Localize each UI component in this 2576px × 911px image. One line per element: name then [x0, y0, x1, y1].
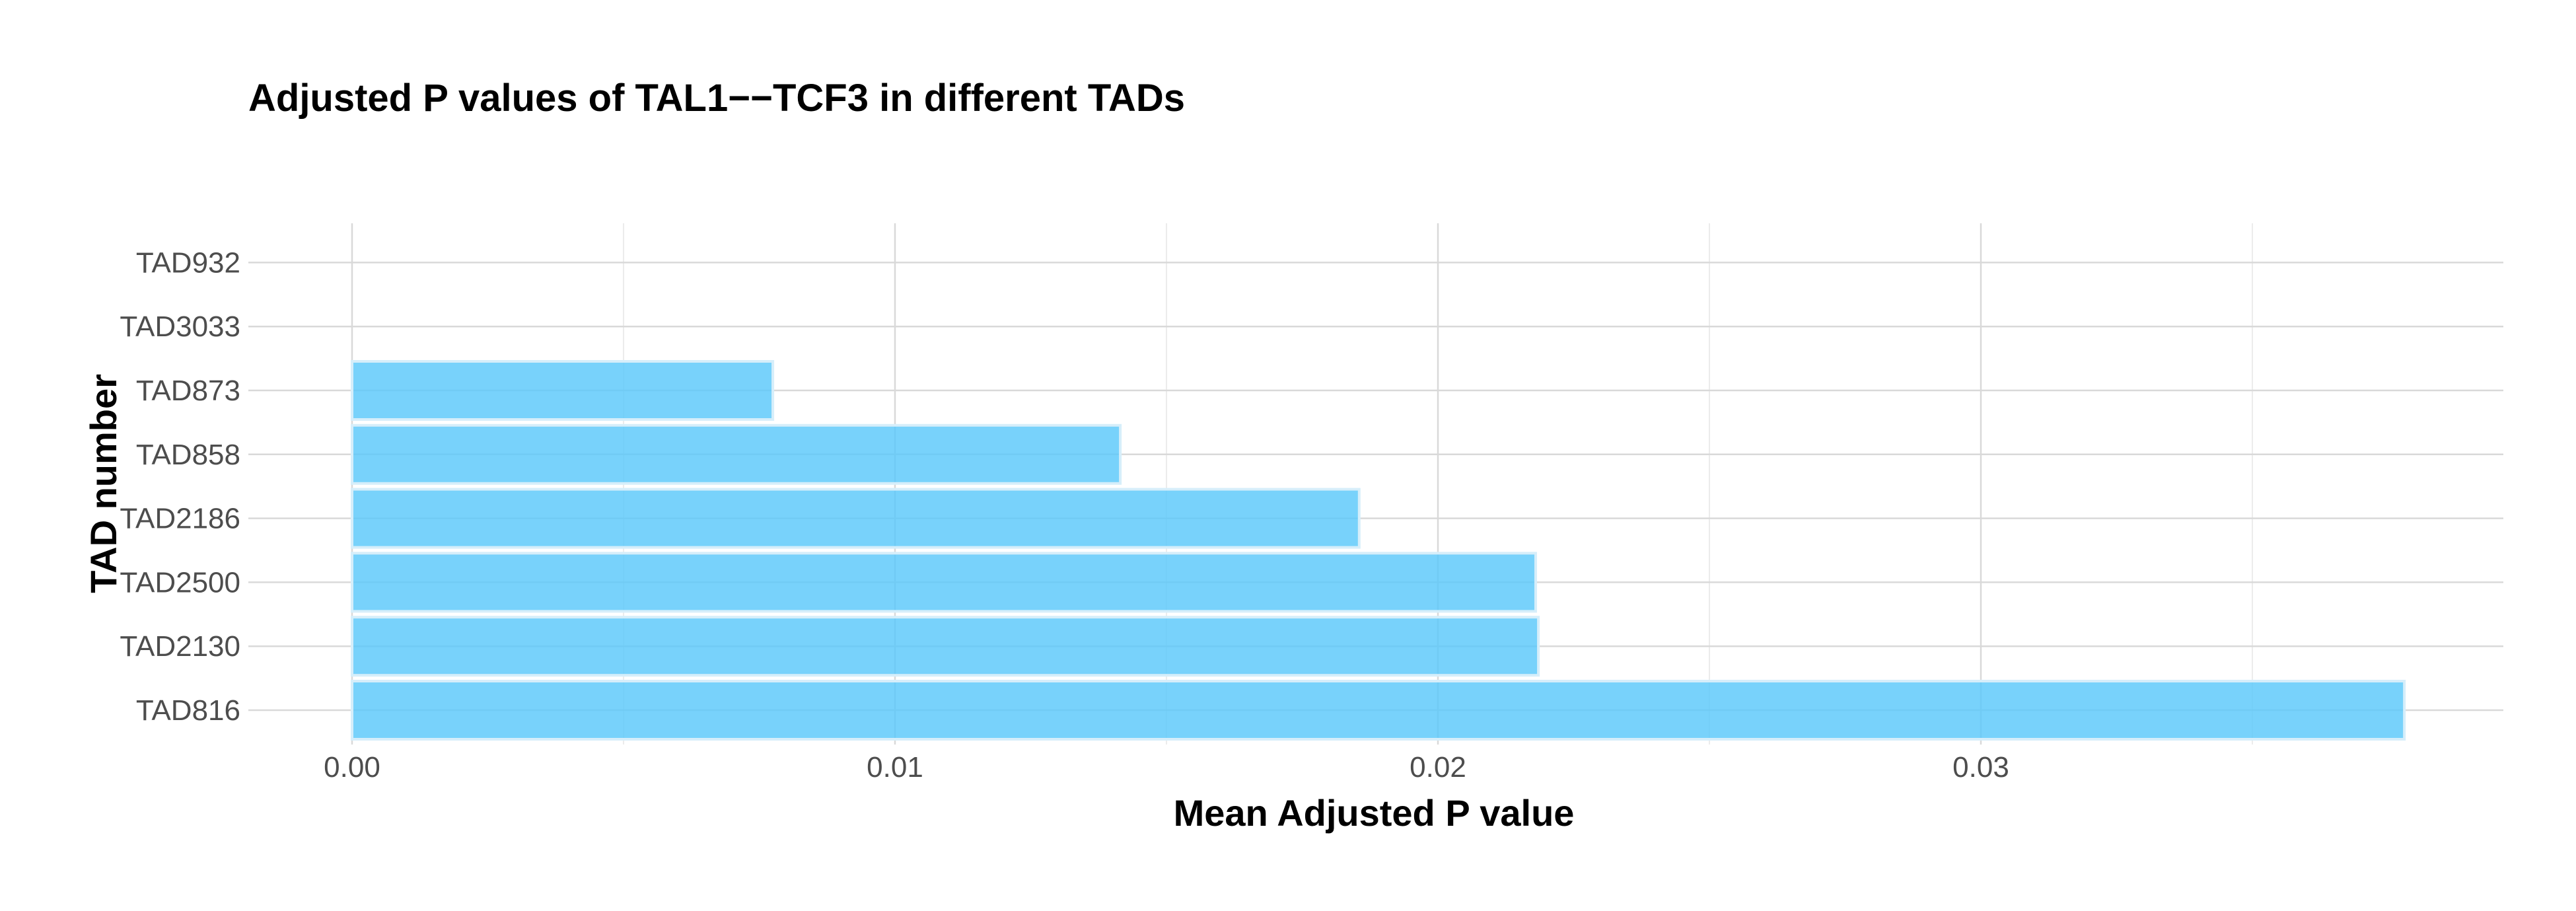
- bar-tad816: [351, 680, 2406, 741]
- x-tick-labels: 0.00 0.01 0.02 0.03: [324, 751, 2009, 783]
- y-tick-label: TAD873: [136, 375, 240, 407]
- bar-tad2500: [351, 552, 1537, 613]
- y-tick-label: TAD3033: [120, 310, 240, 343]
- bar-tad873: [351, 360, 775, 421]
- y-tick-label: TAD2186: [120, 503, 240, 535]
- x-tick-label: 0.00: [324, 751, 380, 783]
- y-tick-label: TAD816: [136, 694, 240, 727]
- x-tick-label: 0.02: [1410, 751, 1466, 783]
- bar-tad858: [351, 423, 1122, 485]
- bar-tad2186: [351, 488, 1361, 549]
- y-tick-label: TAD2130: [120, 630, 240, 663]
- y-tick-label: TAD932: [136, 246, 240, 279]
- bar-tad2130: [351, 616, 1540, 677]
- x-tick-label: 0.03: [1952, 751, 2009, 783]
- chart-title: Adjusted P values of TAL1−−TCF3 in diffe…: [248, 77, 1185, 120]
- bars: [351, 360, 2406, 741]
- y-tick-label: TAD2500: [120, 566, 240, 599]
- x-axis-title: Mean Adjusted P value: [1174, 792, 1575, 834]
- y-tick-label: TAD858: [136, 439, 240, 471]
- x-tick-label: 0.01: [867, 751, 923, 783]
- y-axis-title: TAD number: [83, 374, 124, 593]
- y-tick-labels: TAD816 TAD2130 TAD2500 TAD2186 TAD858 TAD873 T…: [120, 246, 240, 727]
